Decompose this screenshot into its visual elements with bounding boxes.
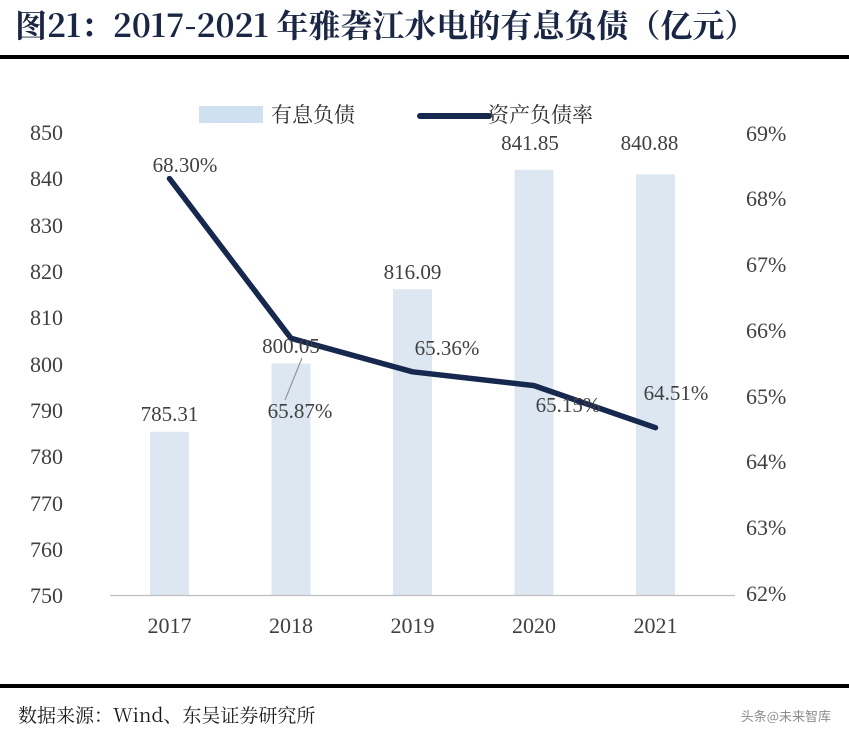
svg-text:65.15%: 65.15% bbox=[536, 393, 601, 417]
svg-text:69%: 69% bbox=[746, 121, 786, 146]
svg-text:840: 840 bbox=[30, 166, 63, 191]
svg-text:2020: 2020 bbox=[512, 613, 556, 638]
svg-text:有息负债: 有息负债 bbox=[271, 99, 355, 129]
svg-text:65.36%: 65.36% bbox=[415, 336, 480, 360]
svg-text:785.31: 785.31 bbox=[141, 402, 199, 426]
svg-text:65%: 65% bbox=[746, 384, 786, 409]
svg-text:65.87%: 65.87% bbox=[268, 399, 333, 423]
svg-text:790: 790 bbox=[30, 398, 63, 423]
svg-text:830: 830 bbox=[30, 213, 63, 238]
svg-text:816.09: 816.09 bbox=[384, 260, 442, 284]
svg-text:850: 850 bbox=[30, 120, 63, 145]
svg-text:64%: 64% bbox=[746, 449, 786, 474]
svg-text:750: 750 bbox=[30, 583, 63, 608]
svg-text:841.85: 841.85 bbox=[501, 131, 559, 155]
svg-text:810: 810 bbox=[30, 305, 63, 330]
svg-text:67%: 67% bbox=[746, 252, 786, 277]
svg-text:2018: 2018 bbox=[269, 613, 313, 638]
svg-text:2017: 2017 bbox=[148, 613, 192, 638]
svg-text:840.88: 840.88 bbox=[621, 131, 679, 155]
svg-text:2019: 2019 bbox=[391, 613, 435, 638]
svg-text:820: 820 bbox=[30, 259, 63, 284]
svg-text:68.30%: 68.30% bbox=[153, 153, 218, 177]
svg-text:760: 760 bbox=[30, 537, 63, 562]
svg-text:68%: 68% bbox=[746, 186, 786, 211]
svg-text:800: 800 bbox=[30, 352, 63, 377]
svg-text:64.51%: 64.51% bbox=[644, 381, 709, 405]
svg-text:63%: 63% bbox=[746, 515, 786, 540]
svg-text:66%: 66% bbox=[746, 318, 786, 343]
svg-text:780: 780 bbox=[30, 444, 63, 469]
svg-text:2021: 2021 bbox=[634, 613, 678, 638]
svg-text:770: 770 bbox=[30, 491, 63, 516]
svg-text:62%: 62% bbox=[746, 581, 786, 606]
svg-text:资产负债率: 资产负债率 bbox=[488, 99, 593, 129]
svg-text:800.05: 800.05 bbox=[262, 334, 320, 358]
